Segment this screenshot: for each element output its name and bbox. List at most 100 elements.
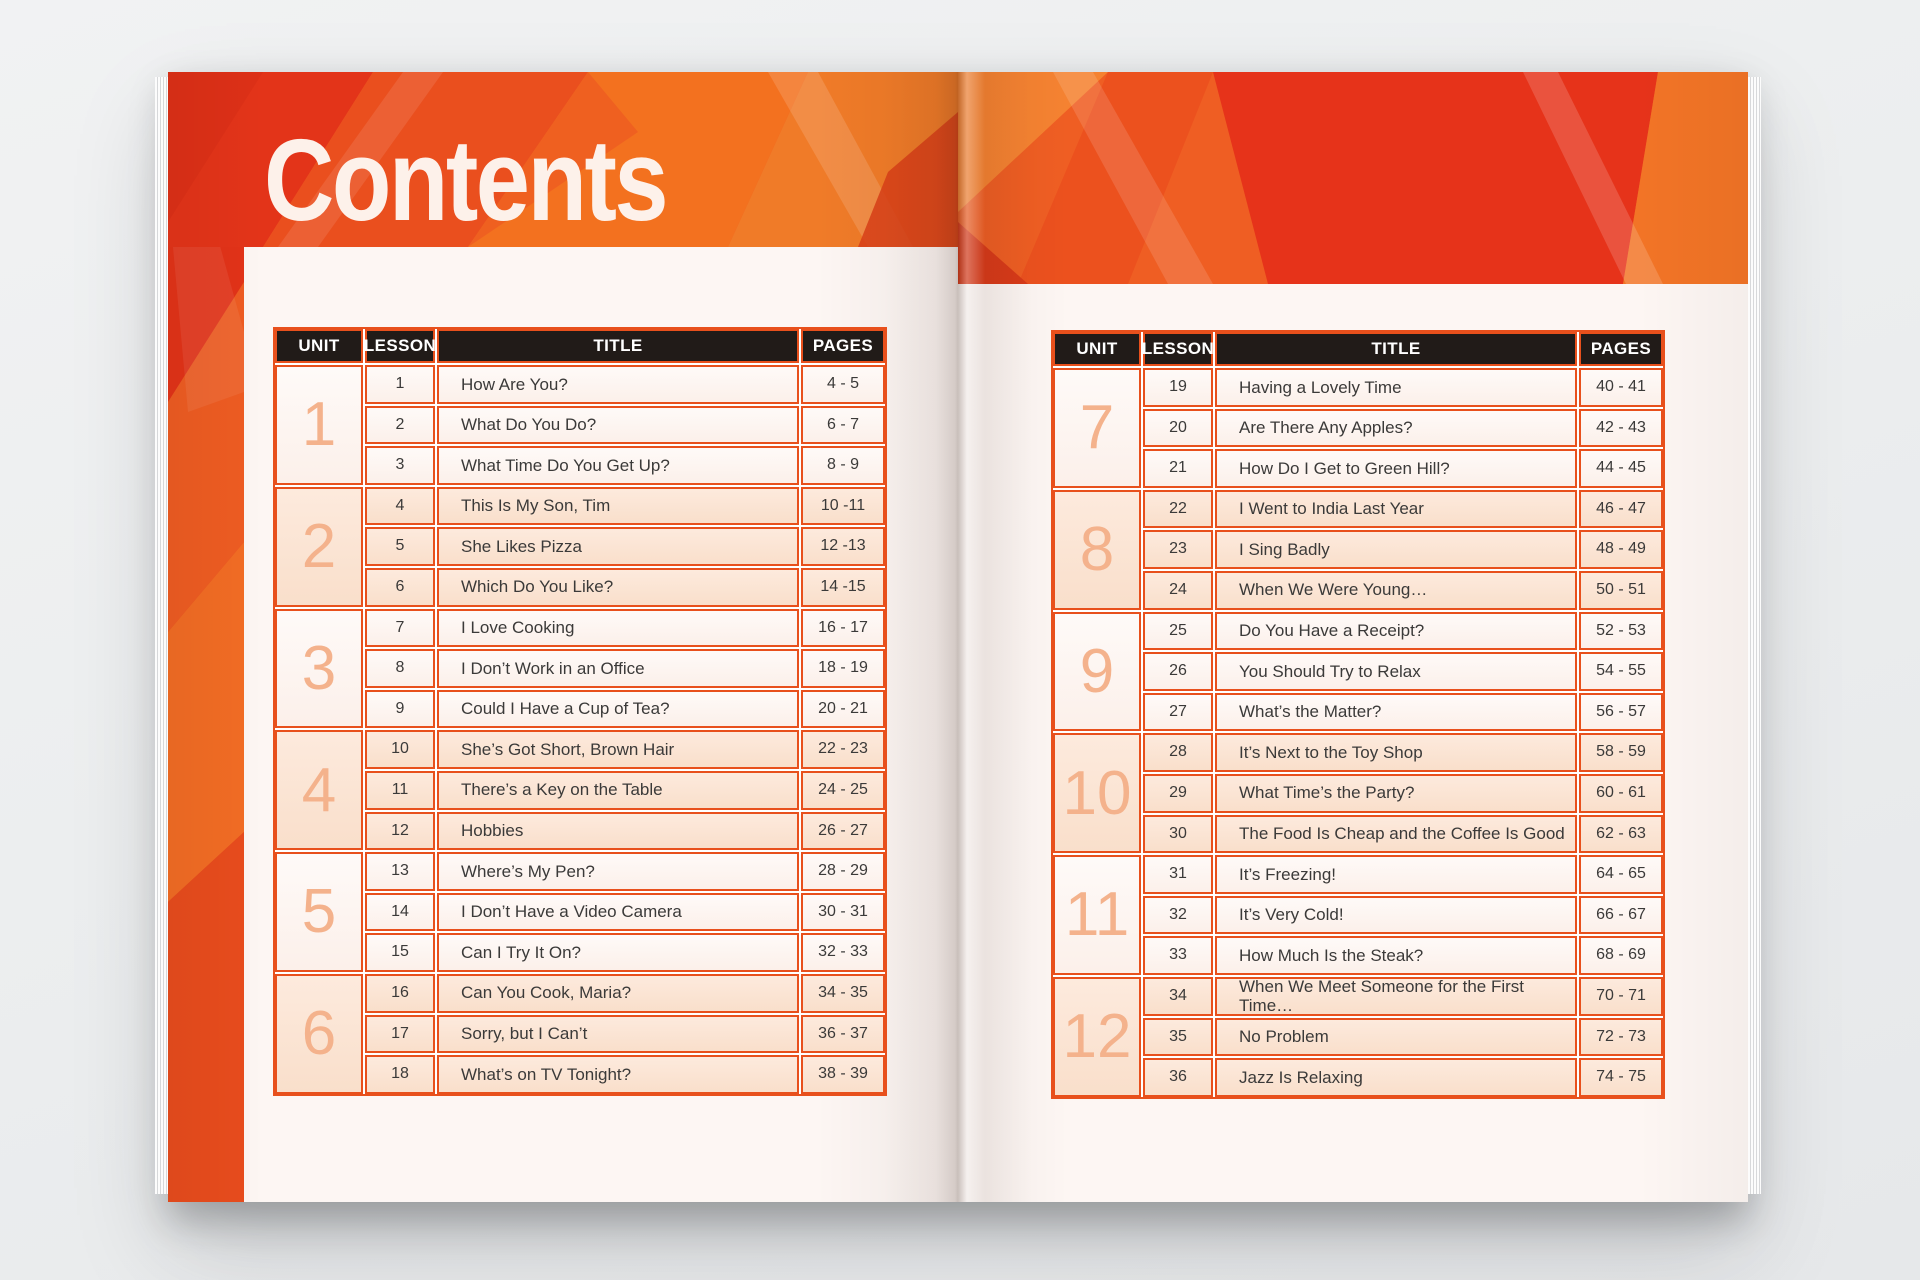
lesson-title-cell: Which Do You Like?	[437, 567, 799, 607]
lesson-title-cell: What Time’s the Party?	[1215, 773, 1577, 813]
lesson-pages-cell: 70 - 71	[1579, 976, 1663, 1016]
lesson-pages-cell: 26 - 27	[801, 811, 885, 851]
lesson-number-cell: 29	[1143, 773, 1213, 813]
lesson-pages-cell: 14 -15	[801, 567, 885, 607]
page-title: Contents	[264, 115, 669, 245]
top-banner-polygon-art	[958, 72, 1748, 284]
lesson-title-cell: How Are You?	[437, 365, 799, 404]
lesson-pages-cell: 42 - 43	[1579, 408, 1663, 448]
unit-number-cell: 4	[275, 730, 363, 851]
column-header-lesson: LESSON	[364, 329, 436, 363]
lesson-title-cell: It’s Very Cold!	[1215, 895, 1577, 935]
column-header-pages: PAGES	[801, 329, 885, 363]
lesson-pages-cell: 18 - 19	[801, 649, 885, 688]
contents-table-right: UNIT LESSON TITLE PAGES 7 19 Having a Lovely T…	[1051, 330, 1665, 1099]
lesson-number-cell: 24	[1143, 570, 1213, 610]
top-banner-polygon-art	[168, 72, 958, 247]
lesson-pages-cell: 54 - 55	[1579, 652, 1663, 691]
column-header-lesson: LESSON	[1142, 332, 1214, 366]
unit-number-cell: 11	[1053, 855, 1141, 975]
lesson-title-cell: What’s on TV Tonight?	[437, 1055, 799, 1094]
lesson-pages-cell: 12 -13	[801, 527, 885, 566]
lesson-number-cell: 28	[1143, 733, 1213, 772]
lesson-title-cell: I Don’t Have a Video Camera	[437, 892, 799, 932]
lesson-title-cell: She’s Got Short, Brown Hair	[437, 730, 799, 769]
lesson-number-cell: 11	[365, 770, 435, 810]
lesson-number-cell: 20	[1143, 408, 1213, 448]
lesson-pages-cell: 8 - 9	[801, 446, 885, 485]
lesson-number-cell: 33	[1143, 936, 1213, 975]
lesson-number-cell: 16	[365, 973, 435, 1013]
left-edge-polygon-art	[168, 72, 244, 1202]
page-left: Contents UNIT LESSON TITLE PAGES 1 1 How Are Y…	[168, 72, 958, 1202]
lesson-number-cell: 21	[1143, 449, 1213, 488]
unit-number-cell: 12	[1053, 976, 1141, 1097]
lesson-pages-cell: 64 - 65	[1579, 855, 1663, 894]
lesson-title-cell: Can I Try It On?	[437, 933, 799, 972]
lesson-number-cell: 5	[365, 527, 435, 566]
lesson-pages-cell: 62 - 63	[1579, 814, 1663, 854]
lesson-number-cell: 2	[365, 405, 435, 445]
lesson-pages-cell: 40 - 41	[1579, 368, 1663, 407]
lesson-title-cell: Can You Cook, Maria?	[437, 973, 799, 1013]
column-header-title: TITLE	[1215, 332, 1577, 366]
page-right: UNIT LESSON TITLE PAGES 7 19 Having a Lovely T…	[958, 72, 1748, 1202]
column-header-unit: UNIT	[1053, 332, 1141, 366]
lesson-title-cell: I Sing Badly	[1215, 530, 1577, 569]
lesson-pages-cell: 24 - 25	[801, 770, 885, 810]
unit-number-cell: 10	[1053, 733, 1141, 854]
unit-number-cell: 8	[1053, 489, 1141, 610]
lesson-title-cell: It’s Freezing!	[1215, 855, 1577, 894]
lesson-number-cell: 15	[365, 933, 435, 972]
column-header-pages: PAGES	[1579, 332, 1663, 366]
lesson-title-cell: When We Were Young…	[1215, 570, 1577, 610]
lesson-pages-cell: 28 - 29	[801, 852, 885, 891]
lesson-title-cell: I Don’t Work in an Office	[437, 649, 799, 688]
lesson-number-cell: 6	[365, 567, 435, 607]
lesson-pages-cell: 6 - 7	[801, 405, 885, 445]
lesson-pages-cell: 74 - 75	[1579, 1058, 1663, 1097]
lesson-number-cell: 4	[365, 486, 435, 526]
lesson-number-cell: 35	[1143, 1017, 1213, 1057]
lesson-title-cell: This Is My Son, Tim	[437, 486, 799, 526]
lesson-number-cell: 13	[365, 852, 435, 891]
lesson-title-cell: No Problem	[1215, 1017, 1577, 1057]
lesson-number-cell: 7	[365, 608, 435, 648]
lesson-number-cell: 18	[365, 1055, 435, 1094]
lesson-number-cell: 27	[1143, 692, 1213, 732]
lesson-pages-cell: 72 - 73	[1579, 1017, 1663, 1057]
lesson-number-cell: 14	[365, 892, 435, 932]
lesson-number-cell: 26	[1143, 652, 1213, 691]
lesson-pages-cell: 34 - 35	[801, 973, 885, 1013]
lesson-pages-cell: 30 - 31	[801, 892, 885, 932]
lesson-number-cell: 10	[365, 730, 435, 769]
column-header-title: TITLE	[437, 329, 799, 363]
lesson-title-cell: There’s a Key on the Table	[437, 770, 799, 810]
lesson-title-cell: Jazz Is Relaxing	[1215, 1058, 1577, 1097]
lesson-title-cell: How Do I Get to Green Hill?	[1215, 449, 1577, 488]
lesson-title-cell: Having a Lovely Time	[1215, 368, 1577, 407]
lesson-title-cell: I Went to India Last Year	[1215, 489, 1577, 529]
lesson-number-cell: 8	[365, 649, 435, 688]
lesson-title-cell: Where’s My Pen?	[437, 852, 799, 891]
lesson-title-cell: What’s the Matter?	[1215, 692, 1577, 732]
lesson-title-cell: Hobbies	[437, 811, 799, 851]
unit-number-cell: 3	[275, 608, 363, 729]
lesson-title-cell: What Do You Do?	[437, 405, 799, 445]
lesson-number-cell: 19	[1143, 368, 1213, 407]
lesson-pages-cell: 20 - 21	[801, 689, 885, 729]
lesson-title-cell: What Time Do You Get Up?	[437, 446, 799, 485]
lesson-pages-cell: 60 - 61	[1579, 773, 1663, 813]
lesson-number-cell: 1	[365, 365, 435, 404]
lesson-pages-cell: 50 - 51	[1579, 570, 1663, 610]
lesson-number-cell: 23	[1143, 530, 1213, 569]
lesson-pages-cell: 48 - 49	[1579, 530, 1663, 569]
lesson-number-cell: 32	[1143, 895, 1213, 935]
lesson-pages-cell: 58 - 59	[1579, 733, 1663, 772]
lesson-pages-cell: 46 - 47	[1579, 489, 1663, 529]
lesson-pages-cell: 10 -11	[801, 486, 885, 526]
lesson-number-cell: 3	[365, 446, 435, 485]
lesson-number-cell: 22	[1143, 489, 1213, 529]
page-stack-left-edge	[155, 77, 168, 1194]
